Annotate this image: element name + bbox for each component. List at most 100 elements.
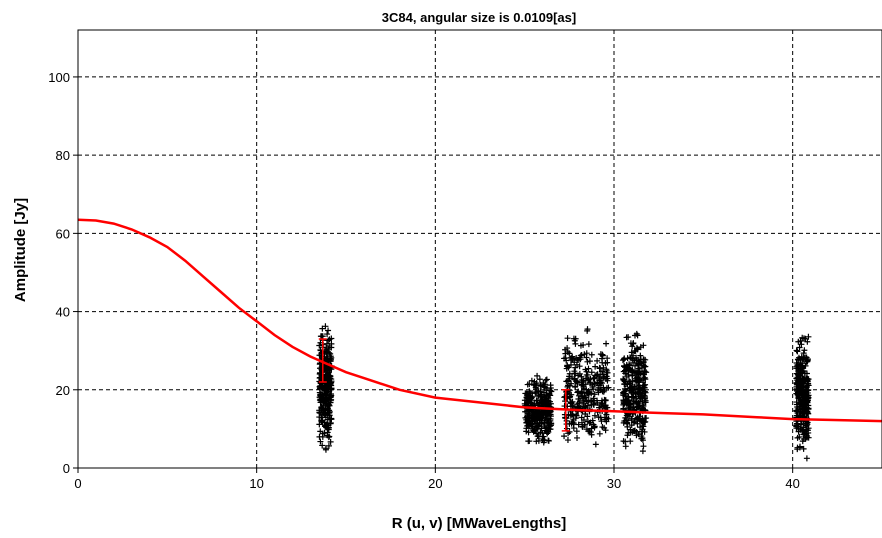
data-point	[567, 412, 574, 419]
data-point	[328, 344, 335, 351]
data-point	[533, 430, 540, 437]
data-point	[600, 375, 607, 382]
data-point	[796, 361, 803, 368]
data-point	[621, 378, 628, 385]
data-point	[531, 378, 538, 385]
data-point	[326, 412, 333, 419]
data-point	[590, 401, 597, 408]
data-point	[603, 411, 610, 418]
data-point	[585, 341, 592, 348]
data-point	[584, 358, 591, 365]
chart-title: 3C84, angular size is 0.0109[as]	[382, 10, 576, 25]
data-point	[324, 383, 331, 390]
data-point	[797, 355, 804, 362]
data-point	[623, 399, 630, 406]
data-point	[629, 343, 636, 350]
data-point	[627, 367, 634, 374]
data-point	[801, 347, 808, 354]
data-point	[567, 393, 574, 400]
data-point	[322, 367, 329, 374]
data-point	[796, 344, 803, 351]
data-point	[621, 388, 628, 395]
model-line	[77, 218, 882, 423]
data-point	[801, 430, 808, 437]
data-point	[632, 332, 638, 339]
data-point	[591, 412, 598, 419]
x-tick-label-0: 0	[74, 476, 81, 491]
data-point	[620, 356, 627, 363]
data-point	[630, 340, 637, 347]
point-cluster-0	[316, 323, 335, 453]
data-point	[800, 445, 807, 452]
data-point	[605, 415, 612, 422]
data-point	[319, 442, 326, 449]
data-point	[590, 386, 597, 393]
data-point	[802, 335, 809, 342]
data-point	[796, 444, 803, 451]
data-point	[563, 415, 570, 422]
data-point	[545, 419, 552, 426]
x-tick-label-2: 20	[428, 476, 442, 491]
data-point	[604, 369, 611, 376]
data-point	[584, 418, 591, 425]
data-point	[632, 369, 639, 376]
data-point	[327, 358, 334, 365]
data-point	[564, 348, 571, 355]
data-point	[538, 409, 545, 416]
data-point	[798, 341, 805, 348]
data-point	[805, 382, 812, 389]
data-point	[540, 433, 547, 440]
data-point	[596, 430, 603, 437]
data-point	[525, 429, 532, 436]
data-point	[535, 392, 542, 399]
data-point	[578, 419, 585, 426]
data-point	[573, 412, 580, 419]
error-bar-0	[318, 338, 327, 383]
data-point	[561, 433, 568, 440]
data-point	[566, 370, 573, 377]
data-point	[327, 438, 334, 445]
data-point	[523, 419, 530, 426]
data-point	[563, 394, 570, 401]
data-point	[324, 388, 331, 395]
data-point	[576, 370, 583, 377]
data-point	[800, 350, 807, 357]
data-point	[642, 376, 649, 383]
data-point	[526, 438, 533, 445]
data-point	[597, 414, 604, 421]
data-point	[536, 376, 543, 383]
data-point	[585, 376, 592, 383]
data-point	[564, 335, 571, 342]
data-point	[596, 375, 603, 382]
data-point	[578, 388, 585, 395]
data-point	[796, 433, 803, 440]
data-point	[528, 414, 535, 421]
data-point	[322, 423, 329, 430]
data-point	[577, 352, 584, 359]
data-point	[528, 395, 535, 402]
data-point	[537, 429, 544, 436]
data-point	[795, 338, 802, 345]
data-point	[601, 396, 608, 403]
y-tick-label-0: 0	[63, 461, 70, 476]
data-point	[584, 413, 591, 420]
data-point	[641, 367, 648, 374]
data-point	[794, 379, 801, 386]
x-axis-label: R (u, v) [MWaveLengths]	[392, 515, 566, 532]
data-point	[637, 356, 644, 363]
data-point	[567, 399, 574, 406]
x-tick-label-1: 10	[249, 476, 263, 491]
data-point	[591, 391, 598, 398]
data-point	[544, 398, 551, 405]
data-point	[565, 382, 572, 389]
data-point	[620, 397, 627, 404]
data-point	[627, 378, 634, 385]
data-point	[573, 428, 580, 435]
data-point	[524, 399, 531, 406]
data-point	[572, 364, 579, 371]
data-point	[626, 405, 633, 412]
model-curve	[77, 218, 882, 423]
data-point	[541, 400, 548, 407]
data-point	[625, 371, 632, 378]
